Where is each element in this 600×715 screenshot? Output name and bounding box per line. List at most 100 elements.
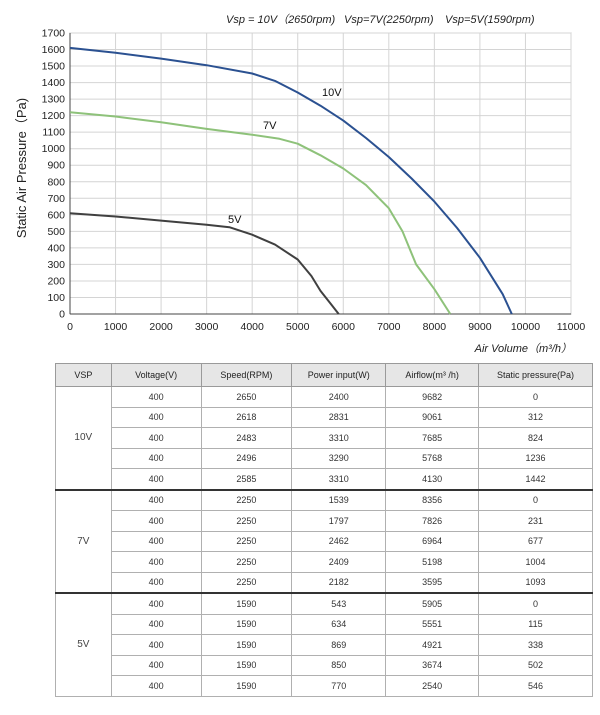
- table-cell: 400: [110, 427, 202, 449]
- table-cell: 770: [291, 675, 387, 697]
- plot-frame: [69, 32, 572, 315]
- table-cell: 115: [477, 613, 594, 635]
- table-cell: 1590: [200, 634, 293, 656]
- col-header-vsp: VSP: [55, 363, 112, 387]
- table-cell: 2831: [291, 406, 387, 428]
- x-axis-label: Air Volume（m³/h）: [474, 342, 572, 355]
- table-row: 400 1590 869 4921 338: [56, 634, 594, 656]
- y-tick-label: 1200: [42, 110, 66, 122]
- x-tick-label: 2000: [149, 321, 173, 333]
- y-tick-label: 1000: [42, 143, 66, 155]
- table-cell: 2650: [200, 386, 293, 408]
- col-header-airflow: Airflow(m³ /h): [385, 363, 479, 387]
- table-row: 400 2496 3290 5768 1236: [56, 447, 594, 469]
- table-cell: 400: [110, 551, 202, 573]
- y-tick-label: 1700: [42, 28, 66, 40]
- performance-table: VSP Voltage(V) Speed(RPM) Power input(W)…: [55, 363, 594, 697]
- table-cell: 543: [291, 592, 387, 615]
- y-tick-label: 300: [47, 259, 65, 271]
- table-cell: 2182: [291, 571, 387, 594]
- header-item-5v: Vsp=5V(1590rpm): [445, 14, 535, 26]
- table-cell: 3674: [385, 654, 479, 676]
- table-cell: 2250: [200, 571, 293, 594]
- table-row: 5V 400 1590 543 5905 0: [55, 592, 594, 697]
- table-row: 400 2250 2182 3595 1093: [56, 571, 594, 594]
- table-cell: 400: [110, 530, 202, 552]
- table-cell: 2400: [291, 386, 387, 408]
- y-tick-label: 500: [47, 226, 65, 238]
- table-cell: 400: [110, 675, 202, 697]
- table-row: 7V 400 2250 1539 8356 0: [55, 489, 594, 594]
- col-header-speed: Speed(RPM): [200, 363, 293, 387]
- table-cell: 1442: [477, 468, 594, 490]
- table-cell: 8356: [385, 489, 479, 511]
- x-tick-label: 4000: [241, 321, 265, 333]
- y-tick-label: 100: [47, 292, 65, 304]
- vsp-cell: 5V: [55, 592, 112, 697]
- table-row: 10V 400 2650 2400 9682 0: [55, 386, 594, 490]
- table-cell: 338: [477, 634, 594, 656]
- table-cell: 400: [110, 592, 202, 615]
- series-line-7v: [69, 111, 452, 315]
- table-cell: 677: [477, 530, 594, 552]
- table-cell: 2540: [385, 675, 479, 697]
- table-cell: 2250: [200, 489, 293, 511]
- table-cell: 7826: [385, 510, 479, 532]
- table-row: 400 1590 850 3674 502: [56, 654, 594, 676]
- table-cell: 5768: [385, 447, 479, 469]
- col-header-static-pressure: Static pressure(Pa): [477, 363, 594, 387]
- performance-chart: Vsp = 10V（2650rpm) Vsp=7V(2250rpm) Vsp=5…: [14, 13, 586, 355]
- x-tick-label: 0: [67, 321, 73, 333]
- table-cell: 502: [477, 654, 594, 676]
- table-row: 400 1590 770 2540 546: [56, 675, 594, 697]
- x-tick-label: 11000: [557, 321, 586, 333]
- vsp-cell: 7V: [55, 489, 112, 594]
- table-cell: 1539: [291, 489, 387, 511]
- table-cell: 312: [477, 406, 594, 428]
- header-item-7v: Vsp=7V(2250rpm): [344, 14, 434, 26]
- y-tick-label: 1500: [42, 61, 66, 73]
- table-cell: 400: [110, 489, 202, 511]
- table-cell: 3290: [291, 447, 387, 469]
- table-cell: 0: [477, 386, 594, 408]
- table-row: 400 2250 2409 5198 1004: [56, 551, 594, 573]
- table-cell: 6964: [385, 530, 479, 552]
- table-cell: 2496: [200, 447, 293, 469]
- table-row: 400 2250 2462 6964 677: [56, 530, 594, 552]
- series-label-5v: 5V: [228, 214, 242, 226]
- table-cell: 2250: [200, 551, 293, 573]
- table-cell: 2409: [291, 551, 387, 573]
- x-tick-label: 9000: [468, 321, 492, 333]
- table-cell: 2618: [200, 406, 293, 428]
- axes: 0 100 200 300 400 500 600 700 800 900 1000 1100 1200…: [42, 28, 586, 334]
- table-cell: 9061: [385, 406, 479, 428]
- table-cell: 0: [477, 592, 594, 615]
- table-cell: 3595: [385, 571, 479, 594]
- grid: [69, 32, 572, 315]
- vsp-cell: 10V: [55, 386, 112, 490]
- table-cell: 1797: [291, 510, 387, 532]
- series-label-7v: 7V: [263, 120, 277, 132]
- table-cell: 2250: [200, 510, 293, 532]
- table-row: 400 2250 1797 7826 231: [56, 510, 594, 532]
- table-row: 400 2585 3310 4130 1442: [56, 468, 594, 490]
- table-cell: 3310: [291, 468, 387, 490]
- y-tick-label: 1300: [42, 94, 66, 106]
- table-group-5v: 5V 400 1590 543 5905 0 400 1590 634 5551 115 400 159…: [55, 592, 594, 697]
- table-cell: 400: [110, 468, 202, 490]
- table-header: VSP Voltage(V) Speed(RPM) Power input(W)…: [55, 363, 594, 387]
- x-tick-label: 10000: [511, 321, 540, 333]
- series-label-10v: 10V: [322, 87, 342, 99]
- x-tick-label: 7000: [377, 321, 401, 333]
- series-lines: 10V 7V 5V: [69, 46, 513, 315]
- chart-header: Vsp = 10V（2650rpm) Vsp=7V(2250rpm) Vsp=5…: [226, 13, 535, 26]
- table-cell: 1004: [477, 551, 594, 573]
- table-cell: 1590: [200, 613, 293, 635]
- table-cell: 4130: [385, 468, 479, 490]
- table-cell: 400: [110, 654, 202, 676]
- table-cell: 546: [477, 675, 594, 697]
- table-cell: 1590: [200, 654, 293, 676]
- table-cell: 2462: [291, 530, 387, 552]
- table-cell: 850: [291, 654, 387, 676]
- y-tick-label: 1400: [42, 77, 66, 89]
